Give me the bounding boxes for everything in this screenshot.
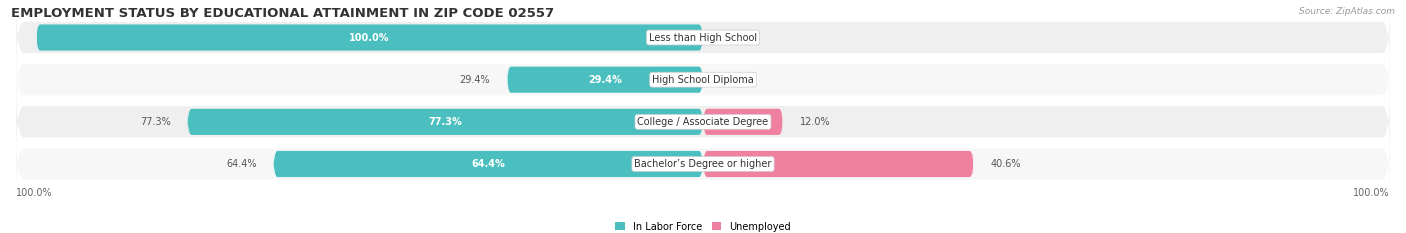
FancyBboxPatch shape bbox=[37, 24, 703, 51]
FancyBboxPatch shape bbox=[15, 129, 1391, 199]
FancyBboxPatch shape bbox=[508, 67, 703, 93]
Text: 100.0%: 100.0% bbox=[349, 33, 389, 42]
FancyBboxPatch shape bbox=[15, 3, 1391, 72]
Text: 77.3%: 77.3% bbox=[141, 117, 172, 127]
Text: 100.0%: 100.0% bbox=[1353, 188, 1391, 198]
Text: College / Associate Degree: College / Associate Degree bbox=[637, 117, 769, 127]
Text: EMPLOYMENT STATUS BY EDUCATIONAL ATTAINMENT IN ZIP CODE 02557: EMPLOYMENT STATUS BY EDUCATIONAL ATTAINM… bbox=[11, 7, 554, 20]
Text: Bachelor’s Degree or higher: Bachelor’s Degree or higher bbox=[634, 159, 772, 169]
FancyBboxPatch shape bbox=[274, 151, 703, 177]
Text: 100.0%: 100.0% bbox=[15, 188, 53, 198]
FancyBboxPatch shape bbox=[187, 109, 703, 135]
Text: Source: ZipAtlas.com: Source: ZipAtlas.com bbox=[1299, 7, 1395, 16]
Text: 64.4%: 64.4% bbox=[226, 159, 257, 169]
FancyBboxPatch shape bbox=[703, 109, 783, 135]
Text: 12.0%: 12.0% bbox=[800, 117, 831, 127]
FancyBboxPatch shape bbox=[703, 151, 974, 177]
Text: 40.6%: 40.6% bbox=[990, 159, 1021, 169]
Legend: In Labor Force, Unemployed: In Labor Force, Unemployed bbox=[616, 222, 790, 232]
Text: 29.4%: 29.4% bbox=[588, 75, 621, 85]
FancyBboxPatch shape bbox=[15, 45, 1391, 115]
Text: 0.0%: 0.0% bbox=[720, 75, 744, 85]
FancyBboxPatch shape bbox=[15, 87, 1391, 157]
Text: High School Diploma: High School Diploma bbox=[652, 75, 754, 85]
Text: 0.0%: 0.0% bbox=[720, 33, 744, 42]
Text: 77.3%: 77.3% bbox=[429, 117, 463, 127]
Text: Less than High School: Less than High School bbox=[650, 33, 756, 42]
Text: 29.4%: 29.4% bbox=[460, 75, 491, 85]
Text: 64.4%: 64.4% bbox=[471, 159, 505, 169]
